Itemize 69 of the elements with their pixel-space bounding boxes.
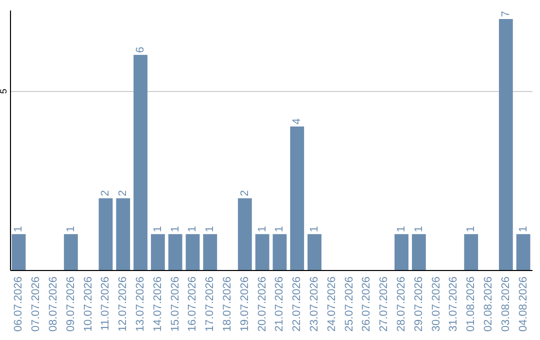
x-tick-label: 14.07.2026 — [152, 276, 164, 332]
data-label: 1 — [256, 226, 268, 232]
data-label: 1 — [204, 226, 216, 232]
bar — [168, 234, 182, 270]
bar — [203, 234, 218, 270]
x-tick-label: 09.07.2026 — [64, 276, 77, 332]
data-label: 1 — [517, 226, 530, 232]
x-tick-label: 17.07.2026 — [204, 276, 216, 332]
x-tick-label: 25.07.2026 — [343, 276, 356, 332]
data-label: 1 — [308, 226, 320, 232]
data-label: 1 — [186, 226, 199, 232]
bar — [464, 234, 478, 270]
x-tick-label: 03.08.2026 — [500, 276, 512, 332]
data-label: 2 — [117, 190, 130, 196]
data-label: 1 — [396, 226, 408, 232]
bar — [412, 234, 426, 270]
data-label: 7 — [500, 10, 512, 17]
data-label: 1 — [465, 226, 478, 232]
bar — [498, 18, 513, 270]
x-tick-label: 07.07.2026 — [30, 276, 42, 332]
x-tick-label: 04.08.2026 — [517, 276, 530, 332]
bar — [308, 234, 322, 270]
data-label: 1 — [64, 226, 77, 232]
bar — [186, 234, 200, 270]
x-tick-label: 19.07.2026 — [238, 276, 251, 332]
data-label: 1 — [412, 226, 425, 232]
x-tick-label: 29.07.2026 — [412, 276, 425, 332]
bar — [290, 126, 304, 270]
x-tick-label: 30.07.2026 — [430, 276, 442, 332]
x-tick-label: 02.08.2026 — [482, 276, 494, 332]
x-tick-label: 22.07.2026 — [291, 276, 304, 332]
x-tick-label: 15.07.2026 — [169, 276, 182, 332]
bar — [238, 198, 252, 270]
data-label: 2 — [100, 190, 112, 196]
bar — [12, 234, 26, 270]
bar — [134, 54, 148, 270]
x-tick-label: 11.07.2026 — [100, 276, 112, 331]
x-tick-label: 23.07.2026 — [308, 276, 320, 332]
x-tick-label: 01.08.2026 — [465, 276, 478, 332]
x-tick-label: 27.07.2026 — [378, 276, 390, 332]
bar — [255, 234, 270, 270]
x-tick-label: 13.07.2026 — [134, 276, 146, 332]
x-tick-label: 08.07.2026 — [48, 276, 60, 332]
x-tick-label: 28.07.2026 — [396, 276, 408, 332]
bar — [150, 234, 165, 270]
data-label: 1 — [169, 226, 182, 232]
x-tick-label: 24.07.2026 — [326, 276, 338, 332]
data-label: 4 — [291, 118, 304, 125]
data-label: 1 — [12, 226, 25, 232]
x-tick-label: 18.07.2026 — [222, 276, 234, 332]
data-label: 6 — [134, 46, 146, 53]
data-label: 2 — [238, 190, 251, 196]
x-tick-label: 21.07.2026 — [274, 276, 286, 332]
bar — [98, 198, 113, 270]
data-label: 1 — [152, 226, 164, 232]
x-tick-label: 26.07.2026 — [360, 276, 373, 332]
x-tick-label: 10.07.2026 — [82, 276, 94, 332]
y-tick-label: 5 — [0, 88, 8, 94]
bar — [394, 234, 408, 270]
x-tick-label: 20.07.2026 — [256, 276, 268, 332]
bar — [516, 234, 530, 270]
x-tick-label: 06.07.2026 — [12, 276, 25, 332]
data-label: 1 — [274, 226, 286, 232]
bar — [64, 234, 78, 270]
bar — [116, 198, 130, 270]
x-tick-label: 31.07.2026 — [448, 276, 460, 332]
x-tick-label: 16.07.2026 — [186, 276, 199, 332]
x-tick-label: 12.07.2026 — [117, 276, 130, 332]
bar — [272, 234, 287, 270]
